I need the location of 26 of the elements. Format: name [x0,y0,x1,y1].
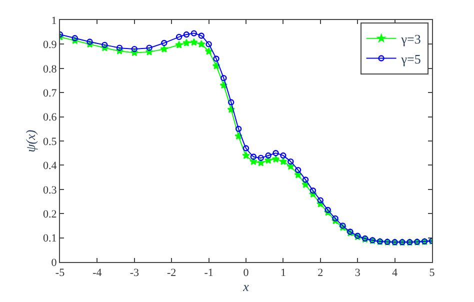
y-tick-label: 0.7 [43,87,58,100]
x-tick-label: 2 [318,267,324,280]
y-tick-label: 0.5 [43,136,58,148]
y-tick-label: 1 [51,14,57,27]
y-axis-title: ψ(x) [23,130,38,152]
legend-label: γ=3 [400,31,421,46]
y-tick-label: 0.6 [43,112,58,124]
x-axis-title: x [242,279,250,294]
x-tick-label: 1 [280,267,286,280]
y-tick-label: 0.4 [43,160,58,172]
y-tick-label: 0.3 [43,184,58,196]
x-tick-label: -2 [167,267,176,280]
y-tick-label: 0.1 [43,232,57,245]
x-tick-label: -4 [92,267,102,280]
y-tick-label: 0.2 [43,208,57,220]
x-tick-label: 5 [429,267,436,280]
x-tick-label: 4 [392,267,398,280]
y-tick-label: 0.9 [43,39,58,52]
x-tick-label: 0 [243,267,250,280]
x-tick-label: -3 [130,267,140,280]
x-tick-label: 3 [354,267,361,280]
y-tick-label: 0.8 [43,63,58,76]
legend-label: γ=5 [400,51,421,66]
x-tick-label: -5 [55,267,66,280]
x-tick-label: -1 [204,267,214,280]
y-tick-label: 0 [51,256,58,269]
